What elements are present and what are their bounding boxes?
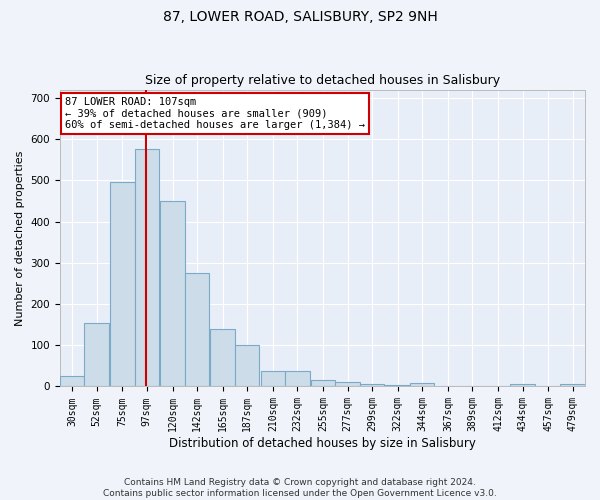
Bar [335, 382, 360, 386]
X-axis label: Distribution of detached houses by size in Salisbury: Distribution of detached houses by size … [169, 437, 476, 450]
Bar [560, 384, 585, 386]
Bar [385, 385, 410, 386]
Bar [260, 371, 285, 386]
Bar [285, 371, 310, 386]
Bar [511, 384, 535, 386]
Title: Size of property relative to detached houses in Salisbury: Size of property relative to detached ho… [145, 74, 500, 87]
Text: Contains HM Land Registry data © Crown copyright and database right 2024.
Contai: Contains HM Land Registry data © Crown c… [103, 478, 497, 498]
Bar [85, 324, 109, 386]
Bar [134, 150, 159, 386]
Bar [160, 201, 185, 386]
Text: 87 LOWER ROAD: 107sqm
← 39% of detached houses are smaller (909)
60% of semi-det: 87 LOWER ROAD: 107sqm ← 39% of detached … [65, 97, 365, 130]
Bar [110, 182, 134, 386]
Bar [311, 380, 335, 386]
Y-axis label: Number of detached properties: Number of detached properties [15, 150, 25, 326]
Bar [211, 328, 235, 386]
Bar [185, 273, 209, 386]
Bar [410, 383, 434, 386]
Bar [235, 345, 259, 387]
Bar [60, 376, 85, 386]
Text: 87, LOWER ROAD, SALISBURY, SP2 9NH: 87, LOWER ROAD, SALISBURY, SP2 9NH [163, 10, 437, 24]
Bar [360, 384, 385, 386]
